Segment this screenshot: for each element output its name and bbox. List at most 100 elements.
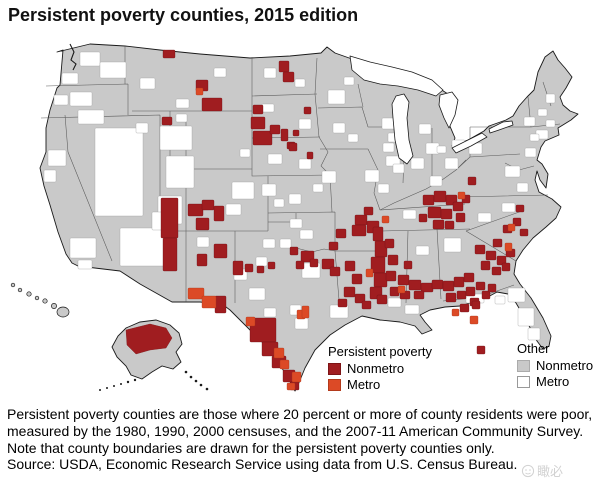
county xyxy=(504,242,513,252)
county xyxy=(225,203,242,216)
county xyxy=(403,260,413,270)
county xyxy=(309,258,319,268)
county xyxy=(298,158,312,170)
county xyxy=(195,217,210,231)
county xyxy=(232,260,244,276)
county xyxy=(523,116,536,127)
county xyxy=(61,72,79,85)
county xyxy=(496,255,507,266)
county xyxy=(384,238,395,249)
definition-text: Persistent poverty counties are those wh… xyxy=(7,406,593,439)
page-title: Persistent poverty counties, 2015 editio… xyxy=(8,5,359,25)
county xyxy=(255,256,268,267)
swatch-pp-metro xyxy=(328,378,341,391)
county xyxy=(444,220,455,230)
legend-other: Other Nonmetro Metro xyxy=(517,341,593,389)
county xyxy=(373,272,388,288)
county xyxy=(354,214,368,226)
county xyxy=(280,128,289,142)
county xyxy=(263,67,277,79)
county xyxy=(245,316,256,327)
county xyxy=(267,261,276,270)
county xyxy=(162,49,176,59)
county xyxy=(408,279,422,291)
county xyxy=(244,263,254,273)
county xyxy=(504,165,521,178)
county xyxy=(139,77,156,90)
legend-persistent-poverty: Persistent poverty Nonmetro Metro xyxy=(328,344,432,392)
county xyxy=(263,307,277,318)
legend-label: Metro xyxy=(536,374,570,389)
county xyxy=(135,122,149,134)
county xyxy=(337,298,348,308)
county xyxy=(99,61,127,79)
county xyxy=(252,104,264,115)
county xyxy=(286,382,296,391)
county xyxy=(288,193,302,205)
legend-label: Nonmetro xyxy=(536,358,594,373)
county xyxy=(261,103,275,113)
county xyxy=(321,170,337,184)
county xyxy=(515,204,525,213)
county xyxy=(312,183,324,193)
county xyxy=(527,327,541,341)
county xyxy=(491,266,502,276)
county xyxy=(364,169,380,183)
county xyxy=(267,153,283,165)
county xyxy=(529,133,540,142)
county xyxy=(477,212,492,223)
us-county-choropleth-map xyxy=(10,43,579,392)
county xyxy=(377,183,390,194)
county xyxy=(537,108,548,117)
county xyxy=(187,203,204,217)
county xyxy=(294,78,306,88)
county xyxy=(196,236,210,248)
county xyxy=(415,245,430,256)
county xyxy=(427,206,442,219)
county xyxy=(467,176,477,186)
county xyxy=(418,123,432,135)
county xyxy=(517,307,535,327)
county xyxy=(273,198,285,208)
county xyxy=(261,183,277,197)
county xyxy=(469,315,479,325)
county xyxy=(332,122,346,134)
county xyxy=(250,116,266,130)
county xyxy=(201,97,223,112)
county xyxy=(351,273,363,285)
county xyxy=(444,157,459,170)
legend-other-title: Other xyxy=(517,341,550,356)
county xyxy=(239,148,251,158)
county xyxy=(512,217,522,227)
county xyxy=(480,260,491,271)
county xyxy=(196,253,208,267)
county xyxy=(294,317,309,330)
county xyxy=(291,371,302,383)
county xyxy=(94,127,144,217)
legend-row-other-nonmetro: Nonmetro xyxy=(517,358,593,373)
county xyxy=(476,345,486,355)
alaska-persistent-poverty-region xyxy=(125,323,173,355)
county xyxy=(343,286,356,298)
county xyxy=(487,283,497,293)
county xyxy=(299,229,314,240)
puget-sound xyxy=(69,43,77,71)
metro-other-counties-layer xyxy=(43,51,556,346)
great-lakes xyxy=(349,55,514,165)
county xyxy=(545,119,556,128)
county xyxy=(53,94,69,106)
county xyxy=(452,201,464,212)
county xyxy=(335,228,347,239)
swatch-other-nonmetro xyxy=(517,359,530,372)
county xyxy=(432,219,445,230)
county xyxy=(328,241,339,251)
county xyxy=(420,282,434,293)
county xyxy=(524,147,537,158)
county xyxy=(77,259,93,270)
county xyxy=(252,130,273,146)
county xyxy=(436,145,447,154)
county xyxy=(273,347,285,359)
county xyxy=(292,129,300,137)
county xyxy=(507,223,516,232)
